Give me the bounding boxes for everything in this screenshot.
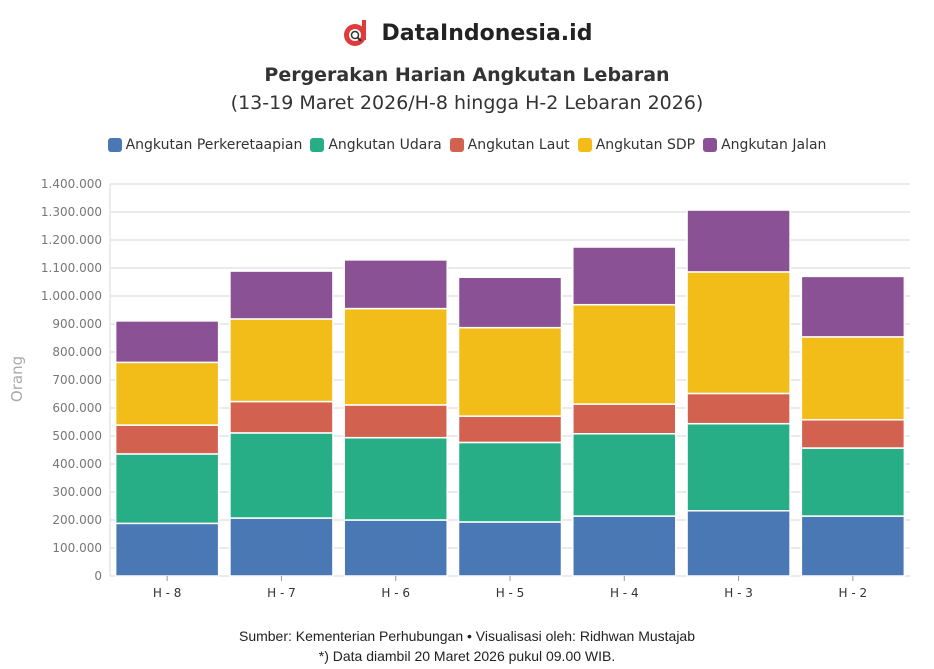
brand-logo: DataIndonesia.id bbox=[0, 18, 934, 48]
y-tick-label: 400.000 bbox=[52, 457, 102, 471]
legend: Angkutan Perkeretaapian Angkutan Udara Ang… bbox=[0, 137, 934, 153]
bar-segment bbox=[800, 275, 906, 338]
bar-segment bbox=[229, 400, 334, 434]
bar-segment bbox=[343, 404, 448, 439]
y-tick-label: 300.000 bbox=[52, 485, 102, 499]
bar-segment bbox=[800, 419, 906, 449]
legend-label: Angkutan SDP bbox=[595, 137, 696, 153]
bar-segment bbox=[229, 318, 334, 403]
y-tick-label: 200.000 bbox=[52, 513, 102, 527]
bar-segment bbox=[457, 276, 563, 329]
x-tick-label: H - 8 bbox=[153, 586, 182, 600]
legend-label: Angkutan Perkeretaapian bbox=[125, 137, 303, 153]
legend-swatch bbox=[107, 138, 122, 152]
legend-item[interactable]: Angkutan Udara bbox=[310, 137, 442, 153]
bar-segment bbox=[457, 326, 563, 417]
y-tick-label: 1.100.000 bbox=[41, 261, 102, 275]
y-tick-label: 1.300.000 bbox=[41, 205, 102, 219]
x-tick-label: H - 4 bbox=[610, 586, 639, 600]
bar-segment bbox=[686, 422, 791, 512]
chart-title: Pergerakan Harian Angkutan Lebaran bbox=[264, 64, 670, 86]
bar-segment bbox=[800, 447, 906, 517]
y-tick-label: 1.400.000 bbox=[41, 177, 102, 191]
legend-item[interactable]: Angkutan Laut bbox=[449, 137, 570, 153]
bar-segment bbox=[457, 521, 563, 577]
bar-segment bbox=[686, 392, 791, 425]
y-tick-label: 100.000 bbox=[52, 541, 102, 555]
bar-segment bbox=[114, 453, 220, 525]
y-tick-label: 0 bbox=[94, 569, 102, 583]
note-text: *) Data diambil 20 Maret 2026 pukul 09.0… bbox=[318, 648, 616, 664]
legend-label: Angkutan Jalan bbox=[721, 137, 827, 153]
y-tick-label: 800.000 bbox=[52, 345, 102, 359]
x-tick-label: H - 7 bbox=[267, 586, 296, 600]
y-tick-label: 1.000.000 bbox=[41, 289, 102, 303]
x-tick-label: H - 2 bbox=[839, 586, 868, 600]
bar-segment bbox=[686, 510, 791, 577]
bar-segment bbox=[229, 270, 334, 320]
bar-segment bbox=[114, 361, 220, 426]
bar-segment bbox=[114, 320, 220, 364]
y-tick-label: 600.000 bbox=[52, 401, 102, 415]
bar-segment bbox=[343, 307, 448, 406]
bar-segment bbox=[572, 433, 677, 517]
y-tick-label: 1.200.000 bbox=[41, 233, 102, 247]
magnifier-logo-icon bbox=[343, 20, 366, 46]
legend-swatch bbox=[703, 138, 718, 152]
legend-item[interactable]: Angkutan Jalan bbox=[703, 137, 826, 153]
bar-segment bbox=[114, 522, 220, 577]
legend-swatch bbox=[449, 138, 464, 152]
x-tick-label: H - 5 bbox=[496, 586, 525, 600]
y-tick-label: 900.000 bbox=[52, 317, 102, 331]
bar-segment bbox=[229, 432, 334, 519]
y-tick-label: 700.000 bbox=[52, 373, 102, 387]
bar-segment bbox=[343, 436, 448, 521]
bar-segment bbox=[686, 209, 791, 273]
bar-segment bbox=[114, 424, 220, 455]
legend-item[interactable]: Angkutan SDP bbox=[577, 137, 696, 153]
legend-swatch bbox=[577, 138, 592, 152]
bar-segment bbox=[572, 303, 677, 405]
bar-segment bbox=[457, 441, 563, 523]
bar-segment bbox=[343, 259, 448, 310]
bar-segment bbox=[800, 515, 906, 577]
x-tick-label: H - 6 bbox=[381, 586, 410, 600]
y-tick-label: 500.000 bbox=[52, 429, 102, 443]
bar-segment bbox=[800, 336, 906, 421]
brand-name: DataIndonesia.id bbox=[381, 20, 593, 46]
bar-segment bbox=[457, 415, 563, 444]
legend-label: Angkutan Udara bbox=[328, 137, 442, 153]
bar-segment bbox=[343, 519, 448, 577]
legend-label: Angkutan Laut bbox=[467, 137, 570, 153]
x-tick-label: H - 3 bbox=[724, 586, 753, 600]
legend-swatch bbox=[310, 138, 325, 152]
bar-segment bbox=[572, 515, 677, 577]
bar-segment bbox=[572, 246, 677, 306]
bar-segment bbox=[229, 517, 334, 577]
bar-segment bbox=[686, 271, 791, 395]
legend-item[interactable]: Angkutan Perkeretaapian bbox=[107, 137, 303, 153]
bar-segment bbox=[572, 403, 677, 435]
source-text: Sumber: Kementerian Perhubungan • Visual… bbox=[238, 628, 696, 644]
chart-subtitle: (13-19 Maret 2026/H-8 hingga H-2 Lebaran… bbox=[230, 92, 704, 114]
footer: Sumber: Kementerian Perhubungan • Visual… bbox=[0, 626, 934, 666]
